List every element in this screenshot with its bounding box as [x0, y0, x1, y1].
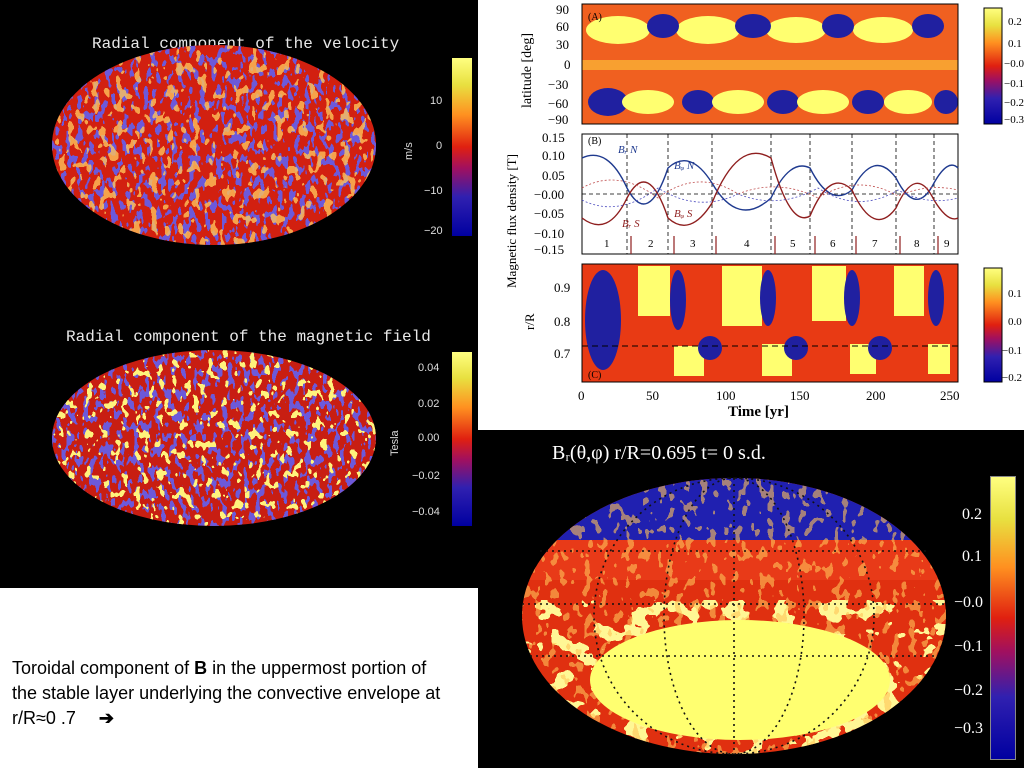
cycle-number: 3	[690, 238, 696, 250]
panel-a-cbar-tick: 0.2	[1008, 16, 1022, 28]
panel-c-ytick: 0.7	[554, 346, 571, 361]
panel-c-ytick: 0.8	[554, 314, 571, 329]
panel-a-ytick: 0	[564, 57, 571, 72]
panel-b-label-br-n: Bᵣ N	[618, 144, 638, 156]
panel-c-cbar-tick: 0.1	[1008, 288, 1022, 300]
toroidal-mollweide-map	[522, 477, 946, 755]
caption-before: Toroidal component of	[12, 658, 195, 678]
cycle-number: 6	[830, 238, 836, 250]
panel-b-ytick: −0.10	[534, 226, 565, 241]
magnetic-tick: −0.04	[412, 506, 440, 518]
magnetic-unit: Tesla	[389, 430, 401, 456]
magnetic-tick: 0.02	[418, 398, 440, 410]
panel-c-radius-time	[581, 263, 1003, 383]
cycle-number: 1	[604, 238, 610, 250]
magnetic-mollweide-map	[52, 350, 376, 526]
cycle-number: 5	[790, 238, 796, 250]
panel-c-ytick: 0.9	[554, 280, 571, 295]
velocity-map-title: Radial component of the velocity	[92, 35, 400, 53]
toroidal-map-panel: Bᵣ(θ,φ) r/R=0.695 t= 0 s.d. 0.2 0.1 −0.0…	[478, 430, 1024, 768]
velocity-tick: 10	[430, 95, 443, 107]
left-maps-panel: Radial component of the velocity 10 0 −1…	[0, 0, 478, 588]
panel-c-xtick: 50	[646, 388, 659, 403]
panel-a-ytick: 30	[556, 37, 569, 52]
panel-b-label-br-s: Bᵣ S	[622, 218, 640, 230]
caption-bold: B	[194, 658, 208, 678]
toroidal-map-title: Bᵣ(θ,φ) r/R=0.695 t= 0 s.d.	[552, 442, 766, 464]
panel-b-ytick: −0.05	[534, 206, 565, 221]
toroidal-tick: −0.1	[954, 638, 984, 655]
toroidal-colorbar	[990, 476, 1016, 760]
panel-c-xtick: 0	[578, 388, 585, 403]
velocity-tick: −20	[424, 225, 443, 237]
panel-a-ytick: −30	[548, 77, 569, 92]
magnetic-tick: 0.04	[418, 362, 440, 374]
magnetic-colorbar	[452, 352, 472, 526]
toroidal-tick: 0.2	[962, 506, 982, 523]
panel-c-tag: (C)	[588, 370, 602, 381]
panel-a-cbar-tick: −0.3	[1004, 114, 1024, 126]
cycle-number: 9	[944, 238, 950, 250]
cycle-number: 8	[914, 238, 920, 250]
cycle-number: 4	[744, 238, 750, 250]
panel-b-tag: (B)	[588, 136, 602, 147]
panel-c-xtick: 200	[866, 388, 886, 403]
panel-a-cbar-tick: −0.2	[1004, 97, 1024, 109]
panel-c-xlabel: Time [yr]	[728, 404, 789, 420]
panel-a-ytick: −90	[548, 112, 569, 127]
velocity-tick: −10	[424, 185, 443, 197]
panel-c-xtick: 100	[716, 388, 736, 403]
panel-b-label-bp-s: Bᵩ S	[674, 208, 693, 220]
cycle-number: 7	[872, 238, 878, 250]
toroidal-tick: 0.1	[962, 548, 982, 565]
panel-a-ytick: 90	[556, 2, 569, 17]
velocity-tick: 0	[436, 140, 443, 152]
panel-b-flux-density	[581, 133, 959, 255]
magnetic-tick: −0.02	[412, 470, 440, 482]
magnetic-tick: 0.00	[418, 432, 440, 444]
panel-c-cbar-tick: −0.1	[1002, 345, 1022, 357]
panel-a-cbar-tick: 0.1	[1008, 38, 1022, 50]
panel-a-ytick: 60	[556, 19, 569, 34]
cycle-number: 2	[648, 238, 654, 250]
velocity-colorbar	[452, 58, 472, 236]
right-arrow-icon[interactable]: ➔	[98, 708, 115, 728]
panel-b-ytick: 0.15	[542, 130, 565, 145]
panel-c-xtick: 250	[940, 388, 960, 403]
panel-c-cbar-tick: −0.2	[1002, 372, 1022, 384]
toroidal-tick: −0.0	[954, 594, 984, 611]
panel-a-latitude-time	[581, 3, 1003, 125]
panel-b-ytick: −0.00	[534, 187, 565, 202]
panel-a-cbar-tick: −0.0	[1004, 58, 1024, 70]
panel-b-ytick: 0.05	[542, 168, 565, 183]
caption-text: Toroidal component of B in the uppermost…	[12, 656, 452, 731]
panel-a-ytick: −60	[548, 96, 569, 111]
toroidal-tick: −0.3	[954, 720, 984, 737]
panel-c-cbar-tick: 0.0	[1008, 316, 1022, 328]
toroidal-tick: −0.2	[954, 682, 984, 699]
magnetic-map-title: Radial component of the magnetic field	[66, 328, 431, 346]
panel-a-tag: (A)	[588, 12, 602, 23]
panel-c-xtick: 150	[790, 388, 810, 403]
caption-after: in the uppermost portion of the stable l…	[12, 658, 441, 728]
panel-b-label-bp-n: Bᵩ N	[674, 160, 695, 172]
panel-a-cbar-tick: −0.1	[1004, 78, 1024, 90]
butterfly-plots-panel: (A) latitude [deg] 90 60 30 0 −30 −60 −9…	[478, 0, 1024, 430]
panel-b-ytick: 0.10	[542, 148, 565, 163]
panel-b-ytick: −0.15	[534, 242, 565, 257]
velocity-mollweide-map	[52, 45, 376, 245]
